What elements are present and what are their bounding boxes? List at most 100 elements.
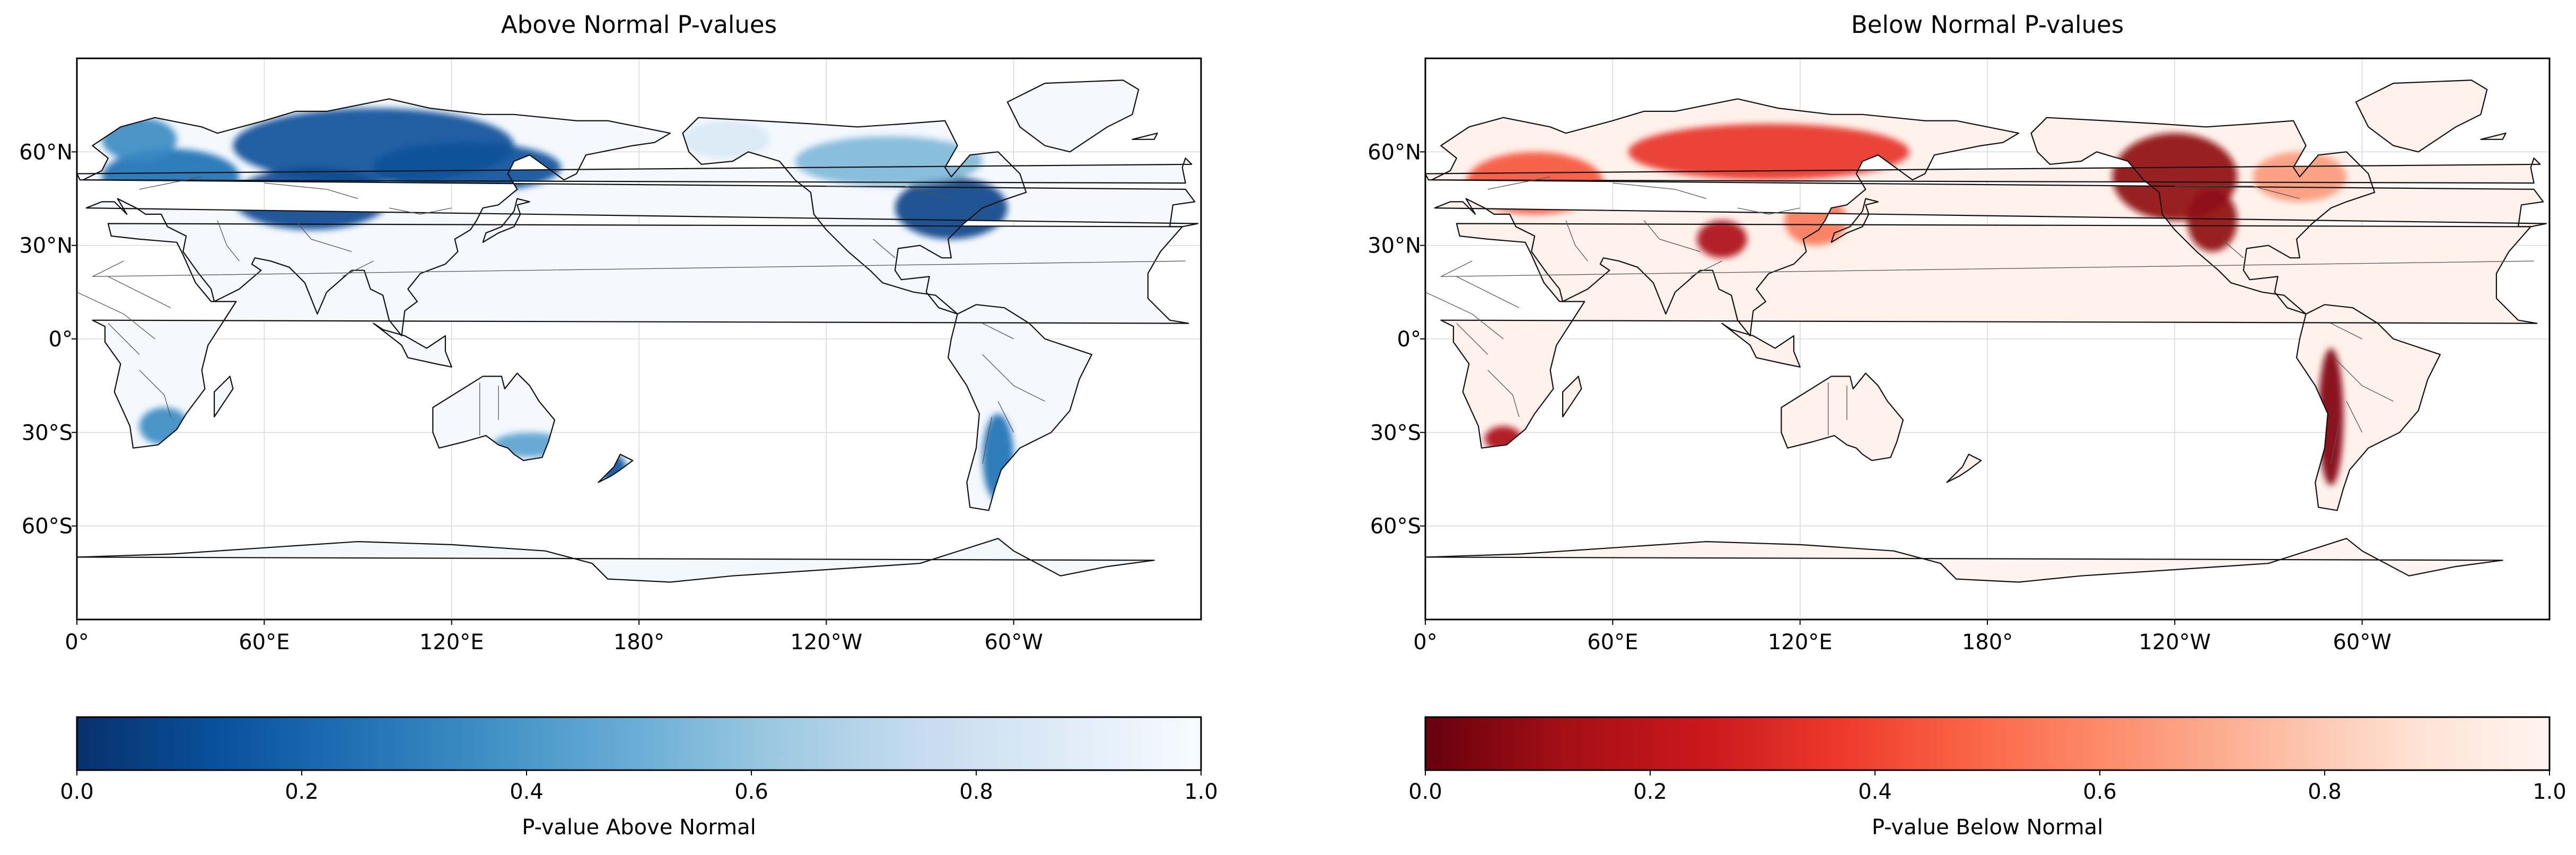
panel-title: Above Normal P-values: [501, 11, 777, 39]
country-border: [1613, 182, 1707, 199]
colorbar-tick-label: 1.0: [1184, 780, 1218, 804]
anomaly-region: [1697, 220, 1747, 258]
land-samerica: [948, 304, 1092, 511]
axis-ticks: 0° 60°E 120°E 180° 120°W 60°W 60°N 30°N 0° 30°S 60…: [1368, 140, 2391, 655]
anomaly-region: [492, 432, 567, 458]
coastline-greenland: [1006, 80, 1140, 153]
x-tick-label: 120°W: [2139, 630, 2211, 655]
coastline-madagascar: [214, 376, 234, 417]
colorbar-ticks: 0.0 0.2 0.4 0.6 0.8 1.0: [60, 770, 1218, 804]
map-below: [1425, 58, 2549, 620]
coastline-japan: [482, 198, 530, 243]
country-border: [295, 220, 352, 252]
colorbar-below: 0.0 0.2 0.4 0.6 0.8 1.0 P-value Below Normal: [1408, 716, 2566, 840]
land-indonesia: [373, 323, 452, 367]
x-tick-label: 60°W: [984, 630, 1042, 655]
y-tick-label: 30°N: [19, 234, 73, 258]
y-tick-label: 60°S: [1370, 514, 1421, 539]
country-border: [2330, 416, 2341, 464]
anomaly-region: [2318, 348, 2344, 486]
country-border: [1456, 323, 1488, 355]
y-tick-label: 60°N: [19, 140, 73, 164]
panel-above: Above Normal P-values 0° 60°E 120°E 180° 120…: [19, 11, 1218, 840]
x-tick-label: 0°: [1413, 630, 1437, 655]
country-border: [77, 292, 155, 339]
land-greenland: [1007, 80, 1139, 152]
anomaly-region: [895, 177, 1007, 239]
country-border: [982, 416, 993, 464]
colorbar-tick-label: 0.2: [1633, 780, 1667, 804]
country-border: [108, 323, 140, 355]
country-border: [1643, 220, 1701, 252]
country-border: [982, 323, 1014, 339]
coastline-iceland: [1132, 133, 1158, 140]
coastline-africa: [1440, 223, 2538, 449]
country-border: [108, 276, 171, 308]
country-border: [139, 370, 171, 417]
coastline-eurasia: [82, 98, 1199, 337]
country-border: [997, 401, 1014, 433]
y-tick-label: 30°N: [1368, 234, 1421, 258]
country-border: [2346, 401, 2363, 433]
axis-ticks: 0° 60°E 120°E 180° 120°W 60°W 60°N 30°N 0° 30°S 60…: [19, 140, 1043, 655]
y-tick-label: 30°S: [1370, 421, 1421, 445]
land-indonesia: [1722, 323, 1800, 367]
country-border: [217, 220, 240, 261]
country-border: [982, 354, 1045, 402]
land-greenland: [2355, 80, 2487, 152]
anomaly-region: [2187, 189, 2238, 252]
anomaly-region: [102, 117, 177, 161]
coastline-antarctica: [1425, 538, 2503, 620]
country-border: [1565, 220, 1588, 261]
country-border: [1425, 292, 1504, 339]
x-tick-label: 120°E: [419, 630, 484, 655]
country-border: [92, 260, 1186, 277]
coastline-eurasia: [1431, 98, 2547, 337]
colorbar-tick-label: 0.8: [2308, 780, 2342, 804]
land-madagascar: [1563, 376, 1582, 417]
land-japan: [483, 198, 530, 242]
colorbar-tick-label: 0.4: [1858, 780, 1892, 804]
map-content: [77, 58, 1201, 620]
anomaly-region: [233, 167, 389, 230]
coastline-indonesia: [373, 322, 452, 368]
country-border: [342, 260, 374, 277]
country-border: [2330, 323, 2362, 339]
coastline-nz: [598, 453, 634, 483]
coastline-greenland: [2355, 80, 2488, 153]
anomaly-region: [982, 414, 1014, 501]
country-border: [2330, 354, 2394, 402]
colorbar-tick-label: 0.6: [2083, 780, 2117, 804]
country-border: [1456, 276, 1519, 308]
colorbar-bar: [1424, 716, 2551, 771]
coastline-samerica: [2295, 304, 2441, 511]
land-madagascar: [214, 376, 233, 417]
map-content: [1425, 58, 2549, 620]
country-border: [2175, 186, 2300, 199]
colorbar-above: 0.0 0.2 0.4 0.6 0.8 1.0 P-value Above Normal: [60, 716, 1218, 840]
colorbar-tick-label: 0.2: [285, 780, 319, 804]
y-tick-label: 0°: [1397, 327, 1421, 352]
land-samerica: [2297, 304, 2440, 511]
country-border: [264, 182, 358, 199]
x-tick-label: 120°W: [790, 630, 862, 655]
x-tick-label: 180°: [1962, 630, 2013, 655]
anomaly-region: [373, 142, 561, 193]
coastline-samerica: [947, 304, 1092, 511]
x-tick-label: 60°E: [1587, 630, 1638, 655]
panel-below: Below Normal P-values 0° 60°E 120°E 180° 120…: [1368, 11, 2566, 840]
country-border: [1690, 260, 1722, 277]
land-australia: [1781, 373, 1903, 461]
coastline-uk: [77, 158, 1193, 184]
y-tick-label: 0°: [49, 327, 73, 352]
coastline-namerica: [682, 117, 1027, 315]
anomaly-region: [1628, 124, 1909, 180]
coastline-australia: [1781, 372, 1904, 461]
country-border: [139, 176, 202, 190]
x-tick-label: 120°E: [1768, 630, 1833, 655]
coastline-japan: [1830, 198, 1879, 243]
colorbar-tick-label: 1.0: [2533, 780, 2566, 804]
colorbar-bar: [76, 716, 1202, 771]
colorbar-tick-label: 0.6: [734, 780, 768, 804]
